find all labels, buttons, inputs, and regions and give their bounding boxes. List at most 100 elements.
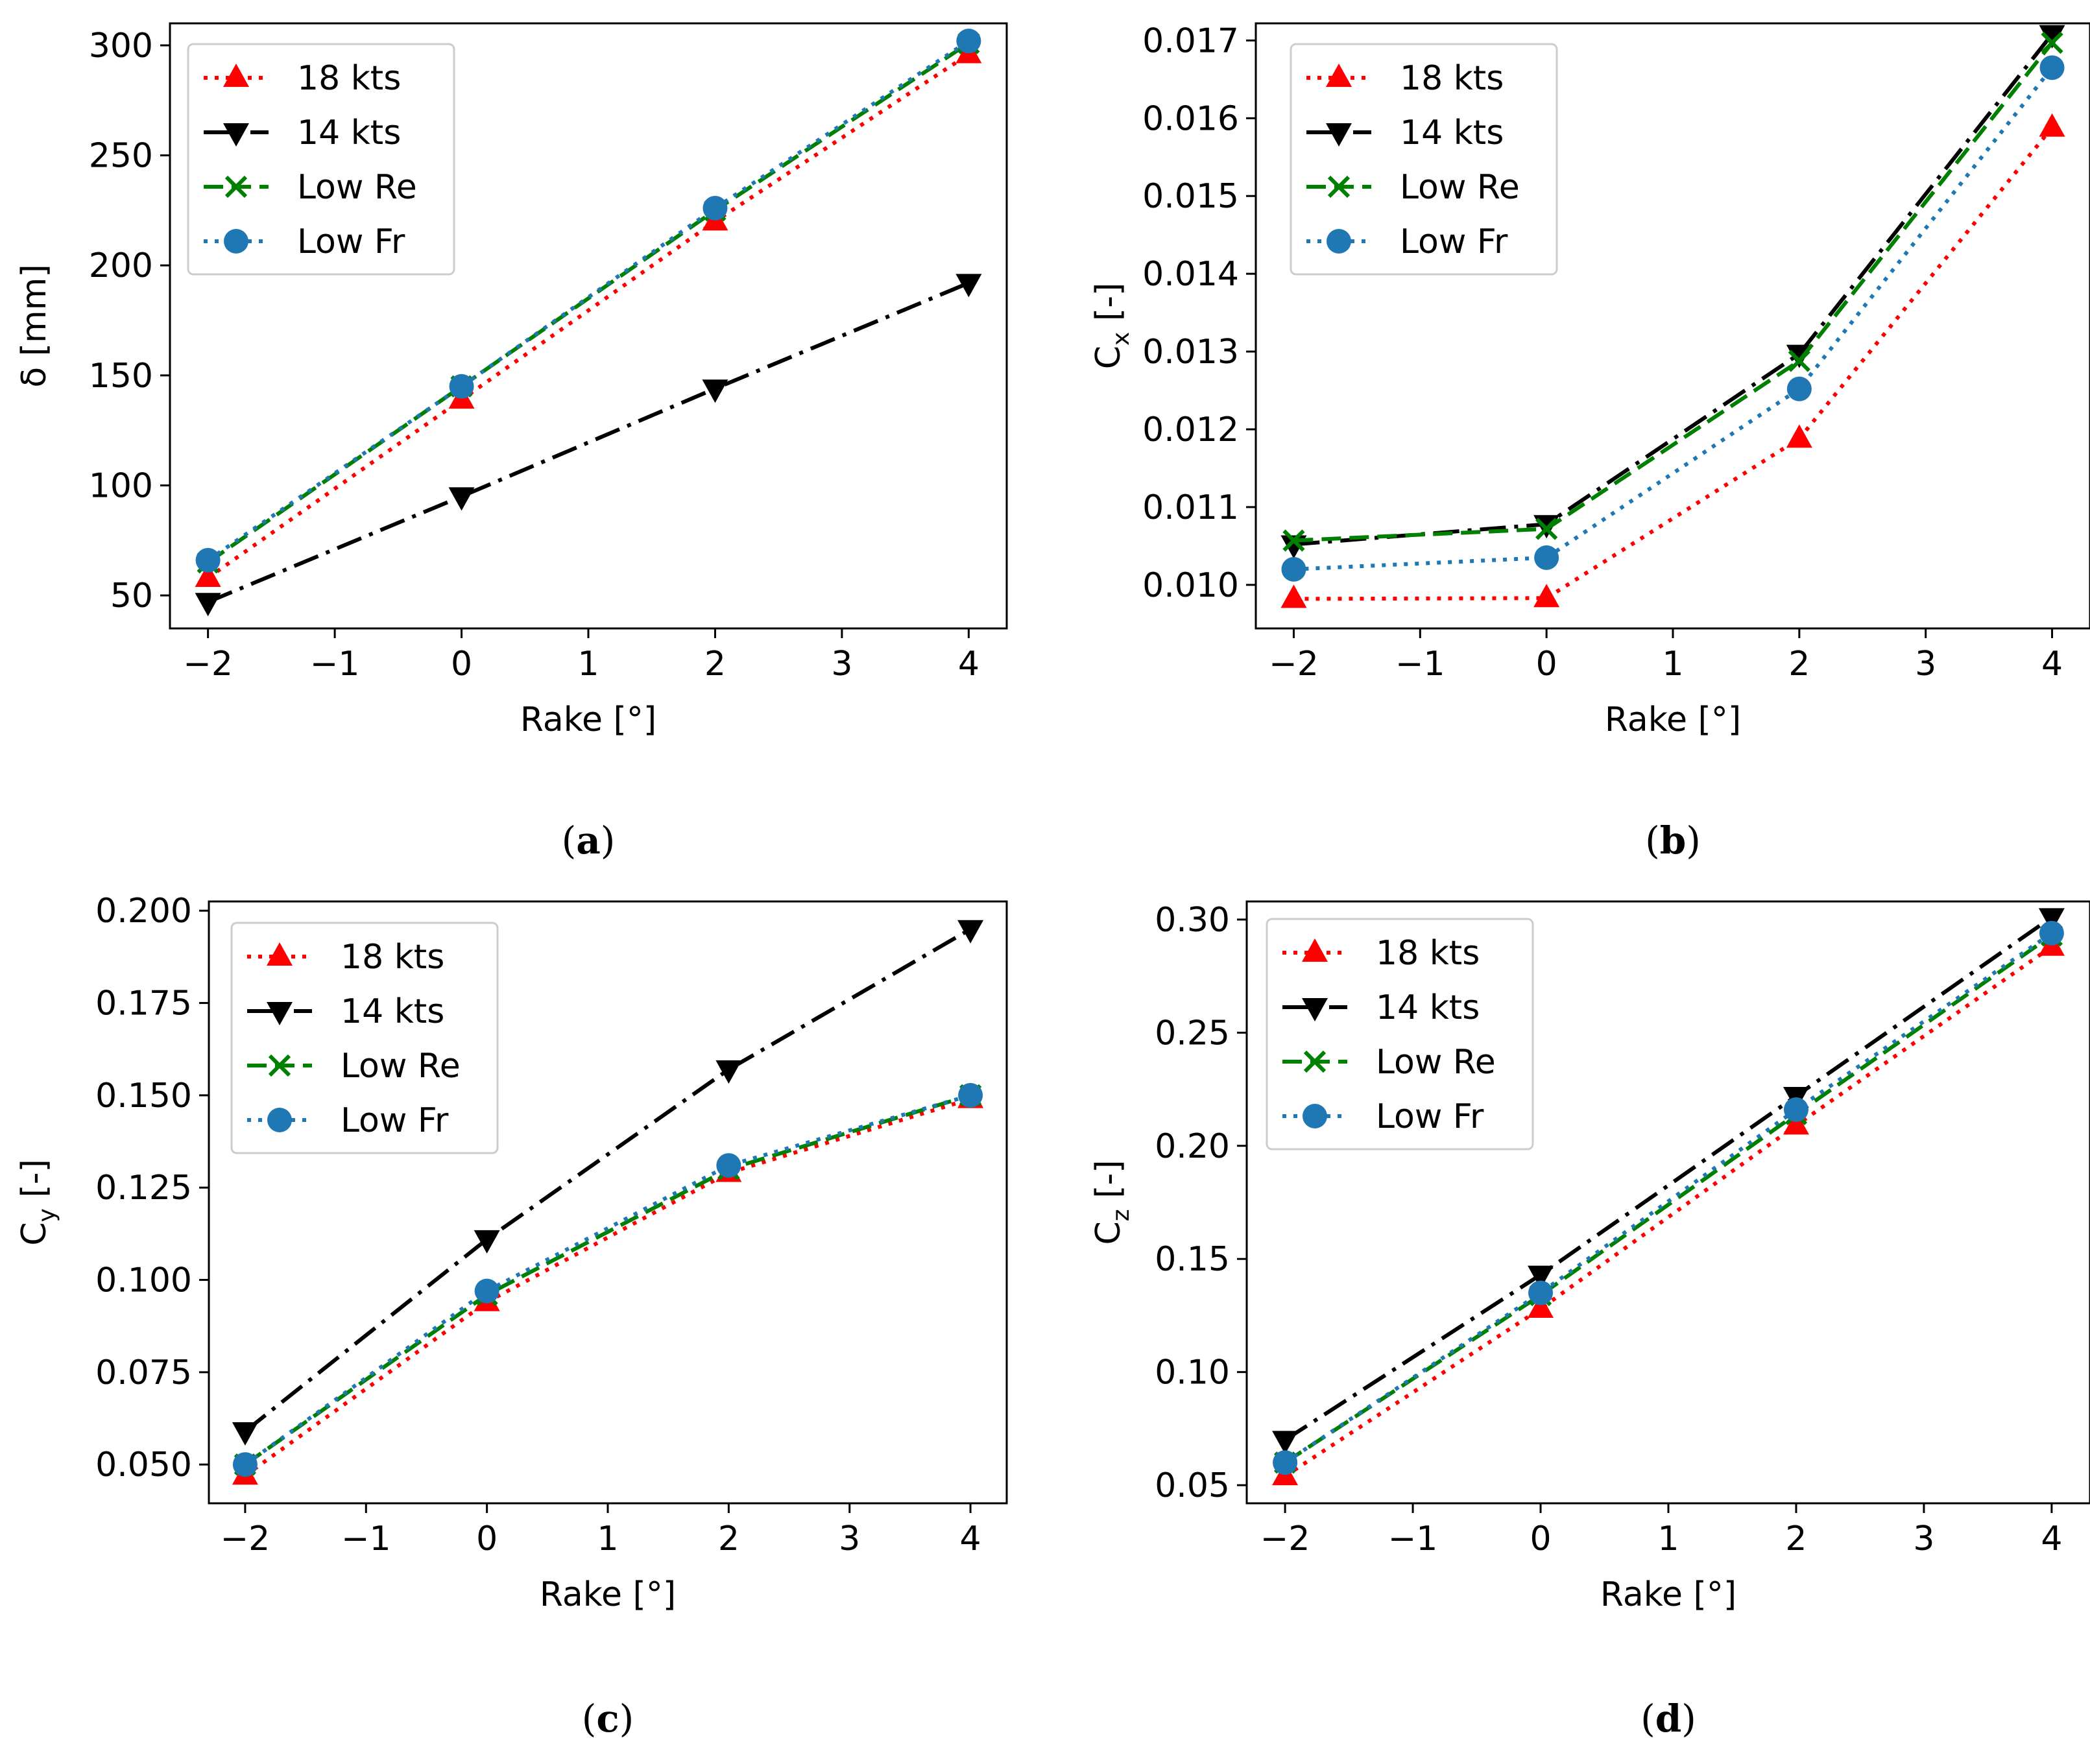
panel-caption: (d) — [1640, 1697, 1696, 1741]
y-tick-label: 0.25 — [1155, 1014, 1230, 1053]
y-tick-label: 0.075 — [95, 1353, 192, 1392]
data-point — [1534, 545, 1559, 570]
y-tick-label: 0.10 — [1155, 1353, 1230, 1392]
legend-marker — [268, 1054, 291, 1077]
data-point — [1533, 584, 1560, 608]
y-tick-label: 0.200 — [95, 892, 192, 931]
legend-marker — [1327, 229, 1351, 254]
y-tick-label: 0.010 — [1142, 566, 1239, 605]
x-tick-label: −1 — [341, 1520, 391, 1558]
data-point — [703, 195, 728, 220]
y-tick-label: 0.016 — [1142, 99, 1239, 138]
y-tick-label: 50 — [110, 577, 153, 615]
series-line — [1284, 933, 2053, 1464]
x-tick-label: 4 — [2041, 1520, 2062, 1558]
y-axis-label: Cz [-] — [1089, 1160, 1135, 1245]
legend-box — [230, 922, 499, 1154]
legend-marker — [224, 229, 248, 254]
data-point — [1272, 1431, 1299, 1455]
legend-marker — [1303, 1050, 1327, 1073]
legend-label: Low Fr — [297, 222, 405, 261]
y-axis-label: Cx [-] — [1089, 283, 1135, 370]
data-point — [1282, 529, 1305, 552]
x-tick-label: 2 — [1788, 645, 1810, 684]
y-tick-label: 0.30 — [1155, 901, 1230, 940]
series-line — [1293, 126, 2054, 601]
data-point — [958, 1082, 983, 1108]
x-tick-label: 2 — [718, 1520, 739, 1558]
x-tick-label: 4 — [958, 645, 979, 684]
series-line — [207, 281, 970, 604]
y-tick-label: 0.150 — [95, 1077, 192, 1115]
data-point — [232, 1422, 258, 1446]
data-point — [448, 487, 475, 511]
data-point — [474, 1278, 499, 1304]
y-tick-label: 0.017 — [1142, 21, 1239, 60]
data-point — [955, 274, 982, 298]
legend: 18 kts 14 kts Low Re Low Fr — [230, 922, 499, 1154]
series-line — [1284, 915, 2053, 1442]
data-point — [1273, 1450, 1298, 1475]
legend: 18 kts 14 kts Low Re Low Fr — [187, 43, 455, 276]
data-point — [956, 29, 981, 54]
data-point — [957, 920, 984, 944]
data-point — [1528, 1294, 1554, 1318]
x-tick-label: 3 — [839, 1520, 860, 1558]
series-line — [206, 42, 970, 564]
chart-panel-a: −2 −1 0 1 2 3 4 50 100 150 200 250 300 Rake [°] δ [mm]… — [15, 22, 1008, 863]
data-point — [1783, 1097, 1808, 1122]
y-tick-label: 200 — [89, 246, 153, 285]
legend-label: 18 kts — [341, 938, 444, 977]
panel-caption: (a) — [562, 818, 616, 863]
x-tick-label: −2 — [183, 645, 233, 684]
x-axis-label: Rake [°] — [1600, 1575, 1736, 1614]
y-tick-label: 0.100 — [95, 1261, 192, 1300]
series-line — [1293, 42, 2054, 543]
y-tick-label: 0.05 — [1155, 1466, 1230, 1505]
data-point — [232, 1452, 258, 1477]
data-point — [2039, 920, 2064, 946]
y-tick-label: 150 — [89, 357, 153, 396]
data-point — [2041, 31, 2063, 54]
y-tick-label: 250 — [89, 137, 153, 176]
x-tick-label: 0 — [476, 1520, 498, 1558]
x-tick-label: 4 — [960, 1520, 981, 1558]
x-tick-label: 0 — [1536, 645, 1557, 684]
legend-label: Low Fr — [1400, 222, 1508, 261]
x-axis-label: Rake [°] — [540, 1575, 676, 1614]
data-point — [1528, 1265, 1554, 1289]
x-axis-label: Rake [°] — [1605, 700, 1741, 739]
y-axis-label: Cy [-] — [15, 1159, 60, 1246]
y-tick-label: 0.050 — [95, 1446, 192, 1484]
legend-box — [187, 43, 455, 276]
legend-label: 14 kts — [297, 113, 401, 152]
legend: 18 kts 14 kts Low Re Low Fr — [1290, 43, 1558, 276]
data-point — [449, 374, 474, 399]
data-point — [2038, 908, 2065, 932]
legend-marker — [267, 942, 293, 966]
data-point — [2039, 113, 2065, 137]
data-point — [1786, 424, 1812, 448]
legend-label: 14 kts — [341, 992, 444, 1031]
x-tick-label: 2 — [1785, 1520, 1807, 1558]
legend-marker — [223, 64, 249, 87]
series-line — [244, 1097, 971, 1477]
legend-marker — [224, 175, 248, 198]
legend-label: 18 kts — [1400, 59, 1504, 98]
data-point — [1280, 584, 1307, 608]
y-tick-label: 0.012 — [1142, 411, 1239, 449]
x-tick-label: 0 — [451, 645, 472, 684]
x-tick-label: −1 — [1388, 1520, 1438, 1558]
legend-marker — [1302, 938, 1328, 962]
legend-marker — [1327, 175, 1351, 198]
legend-box — [1290, 43, 1558, 276]
data-point — [715, 1060, 742, 1084]
x-tick-label: 1 — [597, 1520, 618, 1558]
legend-marker — [1302, 998, 1328, 1021]
y-tick-label: 0.015 — [1142, 177, 1239, 216]
data-point — [2039, 25, 2065, 49]
series-line — [206, 52, 970, 580]
panel-caption: (b) — [1645, 818, 1701, 863]
y-tick-label: 0.014 — [1142, 255, 1239, 294]
